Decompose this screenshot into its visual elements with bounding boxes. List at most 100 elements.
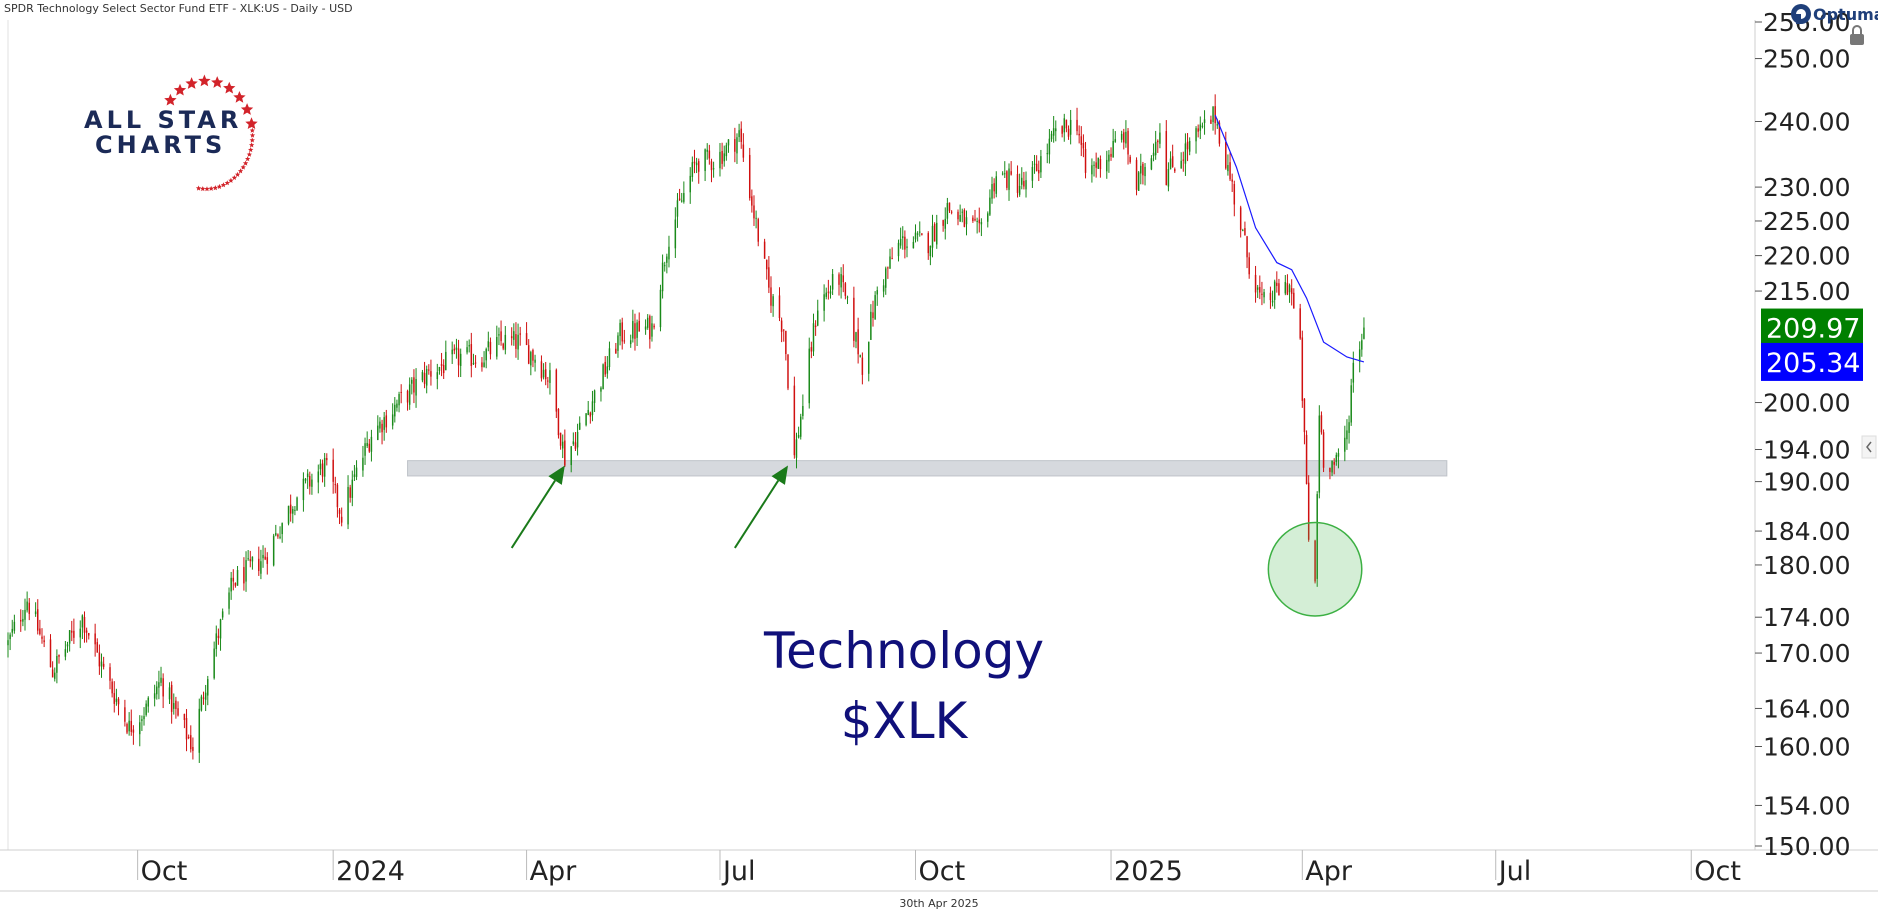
candle-body [362, 457, 364, 471]
candle-body [1233, 184, 1236, 205]
x-tick-label[interactable]: Oct [919, 856, 966, 887]
logo-star [204, 186, 210, 192]
candle-body [1363, 327, 1365, 339]
y-tick-label: 220.00 [1763, 242, 1850, 271]
candle-body [368, 443, 371, 452]
candle-body [1333, 461, 1335, 465]
candle-body [976, 220, 978, 222]
candle-body [470, 344, 473, 366]
chevron-left-icon[interactable] [1861, 435, 1877, 459]
candle-body [317, 471, 320, 483]
candle-body [1352, 362, 1355, 383]
x-tick-label[interactable]: 2024 [336, 856, 405, 887]
candle-body [812, 323, 815, 352]
candle-body [825, 292, 827, 297]
candle-body [481, 362, 483, 368]
candle-body [408, 384, 411, 405]
candle-body [808, 348, 810, 404]
candle-body [617, 335, 619, 351]
candle-body [483, 362, 485, 367]
candle-body [83, 617, 86, 633]
candle-body [7, 640, 9, 646]
x-axis-ticks[interactable]: Oct 2024 Apr Jul Oct 2025 Apr Jul Oct [137, 850, 1741, 887]
x-tick-label[interactable]: Apr [1305, 856, 1353, 887]
candle-body [736, 137, 738, 154]
candle-body [576, 432, 579, 448]
logo-star [248, 147, 254, 153]
candle-body [381, 423, 383, 433]
candle-body [770, 287, 772, 306]
candle-body [591, 401, 594, 416]
candle-body [249, 559, 252, 562]
candle-body [260, 561, 262, 574]
candle-body [338, 509, 341, 514]
candle-body [20, 620, 22, 622]
candle-body [296, 497, 298, 511]
candle-body [1246, 236, 1248, 258]
candle-body [1331, 460, 1333, 473]
candle-body [1150, 158, 1153, 170]
x-tick-label[interactable]: Oct [141, 856, 188, 887]
candle-body [1248, 257, 1250, 275]
last-price-tag-label: 209.97 [1766, 314, 1860, 345]
moving-average-layer [1214, 114, 1365, 363]
candle-body [510, 336, 513, 339]
candle-body [185, 718, 188, 740]
x-tick-label[interactable]: Jul [1497, 856, 1532, 887]
candle-body [1227, 165, 1229, 172]
candle-body [704, 149, 706, 171]
lock-icon[interactable] [1850, 25, 1864, 45]
x-tick-label[interactable]: Oct [1694, 856, 1741, 887]
candle-body [948, 202, 951, 211]
candle-body [111, 681, 113, 694]
candle-body [88, 633, 90, 636]
candle-body [236, 570, 239, 586]
candle-body [725, 145, 728, 157]
candle-body [472, 363, 475, 365]
candle-body [1120, 133, 1123, 140]
candle-body [1069, 119, 1072, 135]
candle-body [927, 233, 930, 254]
candle-body [351, 479, 354, 498]
candle-body [287, 505, 290, 524]
candle-body [1171, 156, 1174, 167]
candle-body [706, 149, 708, 152]
candle-body [262, 554, 264, 559]
candle-body [147, 697, 150, 707]
candle-body [1112, 140, 1114, 158]
candle-body [842, 275, 844, 283]
candle-body [629, 340, 632, 345]
candle-body [153, 693, 156, 699]
candle-body [394, 404, 396, 417]
candle-body [1188, 140, 1191, 152]
candle-body [540, 361, 543, 379]
candle-body [1201, 125, 1204, 127]
candle-body [442, 364, 445, 374]
candle-body [902, 236, 904, 239]
candle-body [1167, 169, 1170, 187]
candle-body [527, 345, 530, 364]
candle-body [772, 296, 774, 307]
candle-body [1361, 340, 1363, 350]
candle-body [139, 722, 141, 735]
y-tick-label: 180.00 [1763, 551, 1850, 580]
candle-body [1276, 282, 1278, 286]
candle-body [281, 523, 283, 535]
candle-body [64, 649, 67, 657]
candle-body [364, 443, 366, 456]
candle-body [991, 184, 993, 199]
candle-body [1106, 159, 1108, 172]
candle-body [738, 130, 740, 138]
candle-body [683, 193, 685, 202]
candle-body [1244, 228, 1246, 236]
candle-body [1273, 281, 1276, 300]
candle-body [1144, 166, 1146, 177]
candle-body [666, 256, 668, 263]
x-tick-label[interactable]: 2025 [1114, 856, 1183, 887]
x-tick-label[interactable]: Apr [530, 856, 578, 887]
candle-body [980, 222, 983, 225]
candle-body [1180, 160, 1182, 169]
candle-body [13, 621, 16, 631]
x-tick-label[interactable]: Jul [721, 856, 756, 887]
